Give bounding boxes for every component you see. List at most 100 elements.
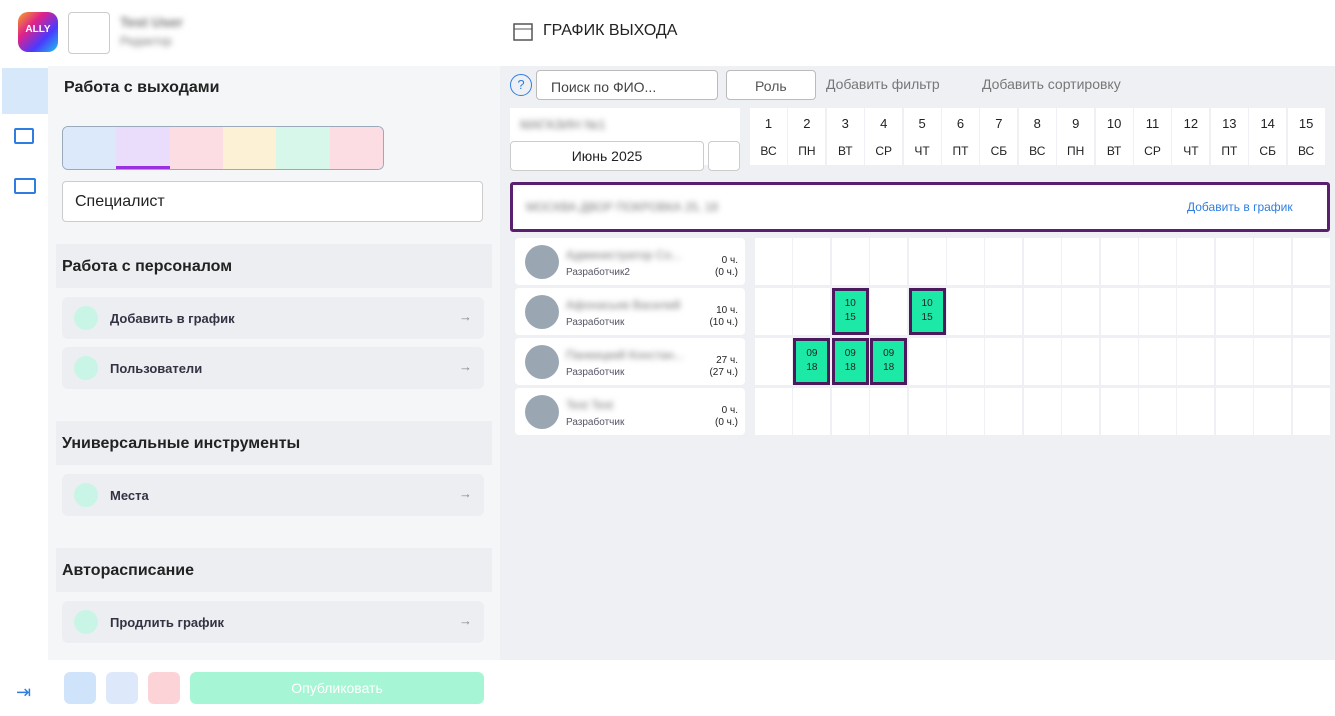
shift-cell[interactable]: 09 18 xyxy=(793,338,831,385)
day-cell[interactable] xyxy=(985,238,1023,285)
day-cell[interactable] xyxy=(985,338,1023,385)
employee-hours: 0 ч. xyxy=(721,405,738,416)
day-cell[interactable] xyxy=(1023,288,1061,335)
day-cell[interactable] xyxy=(831,388,869,435)
menu-item[interactable]: → Пользователи xyxy=(62,347,484,389)
shift-cell[interactable]: 09 18 xyxy=(831,338,869,385)
search[interactable]: Поиск по ФИО... xyxy=(536,70,718,100)
day-cell[interactable] xyxy=(755,338,792,385)
day-cell[interactable] xyxy=(793,288,831,335)
day-cell[interactable] xyxy=(870,288,908,335)
day-cell[interactable] xyxy=(755,388,792,435)
role-filter[interactable]: Роль xyxy=(726,70,816,100)
day-cell[interactable] xyxy=(1062,238,1100,285)
day-cell[interactable] xyxy=(1292,338,1330,385)
day-cell[interactable] xyxy=(1215,238,1253,285)
day-number: 2 xyxy=(788,108,826,165)
day-cell[interactable] xyxy=(985,288,1023,335)
day-cell[interactable] xyxy=(1254,388,1292,435)
day-cell[interactable] xyxy=(1254,338,1292,385)
day-cell[interactable] xyxy=(793,238,831,285)
help[interactable]: ? xyxy=(510,74,532,96)
shift-cell[interactable]: 09 18 xyxy=(870,338,908,385)
day-cell[interactable] xyxy=(1139,238,1176,285)
logout[interactable]: ⇥ xyxy=(16,682,32,702)
add-filter[interactable]: Добавить фильтр xyxy=(826,76,940,92)
day-cell[interactable] xyxy=(908,388,946,435)
day-cell[interactable] xyxy=(947,238,984,285)
day-cell[interactable] xyxy=(1023,388,1061,435)
group-add[interactable]: Добавить в график xyxy=(1187,200,1293,214)
shift-cell[interactable]: 10 15 xyxy=(831,288,869,335)
menu-item[interactable]: → Места xyxy=(62,474,484,516)
day-cell[interactable] xyxy=(870,238,908,285)
mode-settings[interactable] xyxy=(222,127,277,169)
arrow: → xyxy=(459,486,472,501)
day-cell[interactable] xyxy=(1177,288,1215,335)
day-cell[interactable] xyxy=(1215,338,1253,385)
mode-users[interactable] xyxy=(116,127,170,169)
store-name: МАГАЗИН №1 xyxy=(520,117,606,132)
day-cell[interactable] xyxy=(1139,338,1176,385)
day-cell[interactable] xyxy=(1023,338,1061,385)
day-cell[interactable] xyxy=(1292,288,1330,335)
day-cell[interactable] xyxy=(1292,238,1330,285)
day-cell[interactable] xyxy=(1254,288,1292,335)
day-cell[interactable] xyxy=(1177,238,1215,285)
menu-item[interactable]: → Продлить график xyxy=(62,601,484,643)
day-cell[interactable] xyxy=(1100,388,1138,435)
role-dropdown[interactable]: Специалист xyxy=(62,181,483,222)
mode-add[interactable] xyxy=(63,127,117,169)
day-cell[interactable] xyxy=(1100,238,1138,285)
day-cell[interactable] xyxy=(985,388,1023,435)
day-cell[interactable] xyxy=(908,338,946,385)
rail-book[interactable] xyxy=(14,178,36,194)
day-cell[interactable] xyxy=(1292,388,1330,435)
day-cell[interactable] xyxy=(1177,338,1215,385)
redo[interactable] xyxy=(106,672,138,704)
day-cell[interactable] xyxy=(1100,338,1138,385)
rail-active[interactable] xyxy=(2,68,48,114)
day-cell[interactable] xyxy=(1100,288,1138,335)
day-cell[interactable] xyxy=(1139,288,1176,335)
add-sort[interactable]: Добавить сортировку xyxy=(982,76,1121,92)
day-of-week: ВТ xyxy=(1106,144,1122,158)
mode-shoe[interactable] xyxy=(169,127,223,169)
day-cell[interactable] xyxy=(870,388,908,435)
day-cell[interactable] xyxy=(1215,388,1253,435)
day-cell[interactable] xyxy=(755,288,792,335)
day-of-week: ЧТ xyxy=(914,144,930,158)
day-cell[interactable] xyxy=(908,238,946,285)
day-cell[interactable] xyxy=(831,238,869,285)
mode-delete[interactable] xyxy=(329,127,383,169)
day-cell[interactable] xyxy=(1062,288,1100,335)
day-cell[interactable] xyxy=(1177,388,1215,435)
logo[interactable]: ALLY xyxy=(18,12,58,52)
day-cell[interactable] xyxy=(755,238,792,285)
menu-item[interactable]: → Добавить в график xyxy=(62,297,484,339)
month-picker[interactable]: Июнь 2025 xyxy=(510,141,704,171)
mode-copy[interactable] xyxy=(276,127,330,169)
day-of-week: ВС xyxy=(1297,144,1315,158)
day-cell[interactable] xyxy=(1139,388,1176,435)
date-button[interactable] xyxy=(708,141,740,171)
undo[interactable] xyxy=(64,672,96,704)
day-cell[interactable] xyxy=(793,388,831,435)
rail-cards[interactable] xyxy=(14,128,34,144)
shift-cell[interactable]: 10 15 xyxy=(908,288,946,335)
day-cell[interactable] xyxy=(1254,238,1292,285)
day-cell[interactable] xyxy=(1215,288,1253,335)
publish-button[interactable]: Опубликовать xyxy=(190,672,484,704)
day-cell[interactable] xyxy=(1062,338,1100,385)
user-name: Test User xyxy=(120,14,183,30)
avatar[interactable] xyxy=(68,12,110,54)
day-of-week: ВС xyxy=(1029,144,1046,158)
menu-icon xyxy=(74,306,98,330)
cancel[interactable] xyxy=(148,672,180,704)
day-cell[interactable] xyxy=(947,388,984,435)
day-cell[interactable] xyxy=(947,338,984,385)
day-cell[interactable] xyxy=(1023,238,1061,285)
day-cell[interactable] xyxy=(947,288,984,335)
employee-avatar xyxy=(525,345,559,379)
day-cell[interactable] xyxy=(1062,388,1100,435)
